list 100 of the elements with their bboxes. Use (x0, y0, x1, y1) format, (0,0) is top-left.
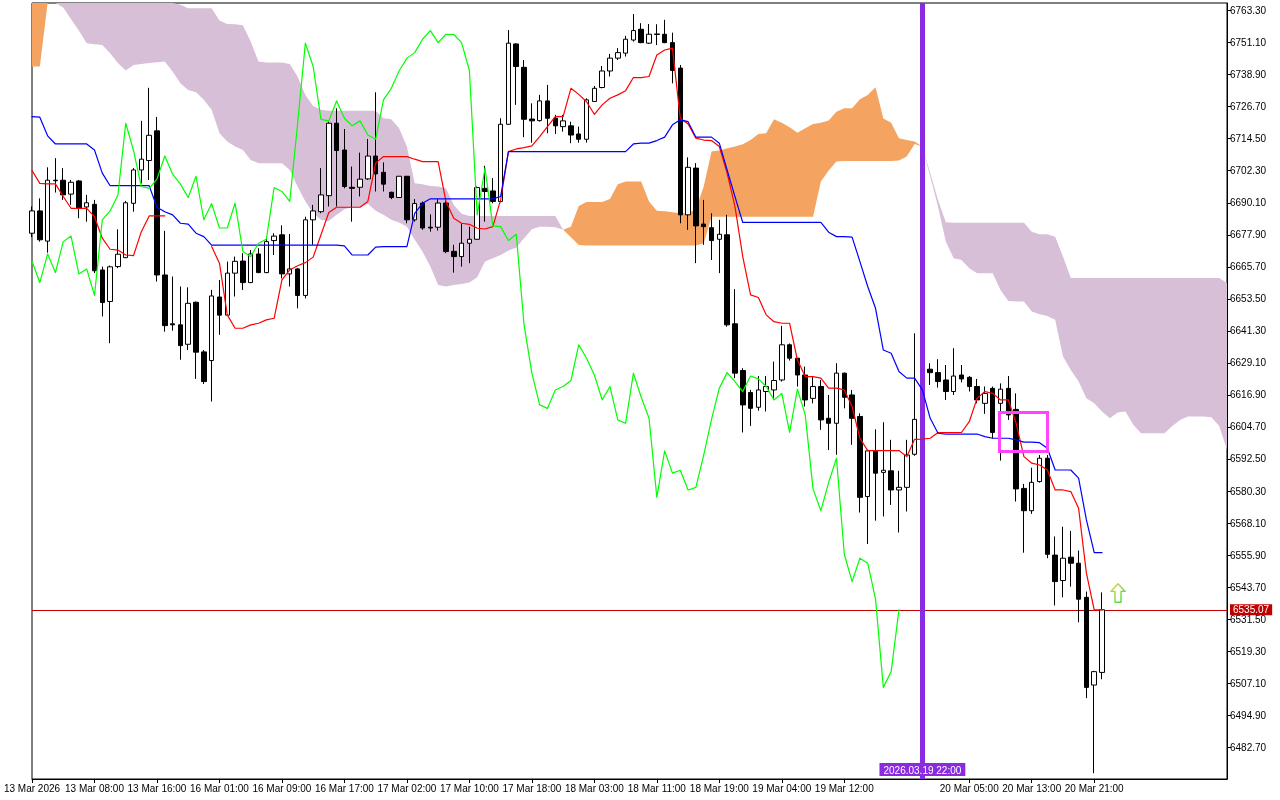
candlestick (881, 421, 886, 517)
candlestick (1052, 535, 1058, 606)
x-tick-label: 16 Mar 01:00 (189, 782, 250, 794)
x-tick-label: 17 Mar 10:00 (439, 782, 500, 794)
x-tick-label: 13 Mar 2026 (3, 782, 61, 794)
candlestick (170, 276, 175, 332)
candlestick (53, 157, 58, 194)
candlestick (576, 126, 581, 144)
x-tick-label: 17 Mar 02:00 (377, 782, 437, 794)
y-tick-label: 6543.70 (1230, 581, 1267, 593)
candlestick (927, 362, 933, 386)
line-series (31, 116, 1103, 554)
candlestick (935, 358, 941, 389)
candlestick (834, 362, 839, 456)
candlestick (404, 175, 410, 224)
candlestick (951, 347, 956, 396)
y-tick-label: 6616.90 (1230, 389, 1267, 401)
candlestick (201, 349, 207, 385)
candlestick (271, 232, 277, 256)
candlestick (740, 367, 746, 433)
candlestick (248, 249, 253, 284)
candlestick (139, 120, 144, 184)
candlestick (873, 428, 878, 522)
candlestick (279, 224, 285, 279)
y-tick-label: 6604.70 (1230, 421, 1267, 433)
candlestick (662, 19, 667, 44)
y-tick-label: 6738.90 (1230, 69, 1267, 81)
candlestick (1060, 526, 1066, 598)
candlestick (537, 94, 542, 123)
y-tick-label: 6580.30 (1230, 485, 1267, 497)
candlestick (498, 117, 503, 203)
candlestick (185, 286, 191, 351)
candlestick (513, 42, 519, 106)
candlestick (959, 364, 964, 383)
candlestick (709, 212, 714, 261)
candlestick (724, 214, 730, 328)
candlestick (146, 87, 152, 181)
candlestick (154, 116, 160, 283)
y-tick-label: 6751.10 (1230, 37, 1267, 49)
candlestick (607, 53, 613, 77)
candlestick (256, 247, 261, 274)
candlestick (599, 65, 605, 89)
x-tick-label: 18 Mar 19:00 (689, 782, 750, 794)
y-tick-label: 6641.30 (1230, 325, 1267, 337)
candlestick (818, 379, 824, 431)
x-tick-label: 13 Mar 16:00 (127, 782, 187, 794)
x-tick-label: 18 Mar 03:00 (564, 782, 625, 794)
x-tick-label: 2026.03.19 22:00 (883, 764, 962, 776)
candlestick (37, 197, 43, 243)
candlestick (482, 165, 488, 223)
line-series (31, 29, 900, 688)
candlestick (802, 366, 808, 407)
candlestick (209, 289, 214, 402)
candlestick (615, 47, 621, 61)
candlestick (389, 191, 394, 200)
candlestick (1091, 670, 1097, 774)
candlestick (435, 198, 441, 232)
candlestick (592, 85, 597, 103)
candlestick (912, 332, 917, 457)
candlestick (974, 378, 980, 404)
candlestick (943, 364, 949, 401)
candlestick (217, 279, 222, 336)
candlestick (178, 286, 183, 361)
y-tick-label: 6592.50 (1230, 453, 1267, 465)
candlestick (451, 244, 457, 274)
candlestick (326, 121, 332, 207)
y-tick-label: 6555.90 (1230, 549, 1267, 561)
candlestick (896, 470, 902, 533)
candlestick (428, 213, 433, 233)
candlestick (1068, 530, 1074, 588)
y-tick-label: 6482.70 (1230, 741, 1267, 753)
candlestick (779, 325, 785, 383)
y-tick-label: 6519.30 (1230, 645, 1267, 657)
candlestick (748, 389, 753, 427)
candlestick (162, 230, 168, 333)
candlestick (826, 394, 831, 451)
candlestick (623, 35, 628, 58)
candlestick (349, 166, 355, 223)
candlestick (904, 439, 910, 512)
candlestick (865, 449, 870, 545)
candlestick (888, 439, 894, 506)
x-tick-label: 16 Mar 17:00 (314, 782, 375, 794)
candlestick (365, 138, 371, 181)
candlestick (810, 376, 816, 404)
candlestick (646, 23, 652, 45)
y-tick-label: 6714.50 (1230, 133, 1267, 145)
candlestick (521, 59, 527, 138)
y-tick-label: 6665.70 (1230, 261, 1267, 273)
candlestick (1029, 467, 1034, 515)
candlestick (967, 375, 972, 393)
candlestick (685, 156, 691, 231)
candlestick (334, 107, 339, 207)
candlestick (303, 216, 308, 299)
y-tick-label: 6653.50 (1230, 293, 1267, 305)
x-tick-label: 20 Mar 21:00 (1064, 782, 1125, 794)
candlestick (381, 161, 386, 192)
candlestick (100, 266, 105, 317)
candlestick (107, 265, 113, 344)
candlestick (490, 177, 496, 204)
candlestick (467, 226, 472, 264)
